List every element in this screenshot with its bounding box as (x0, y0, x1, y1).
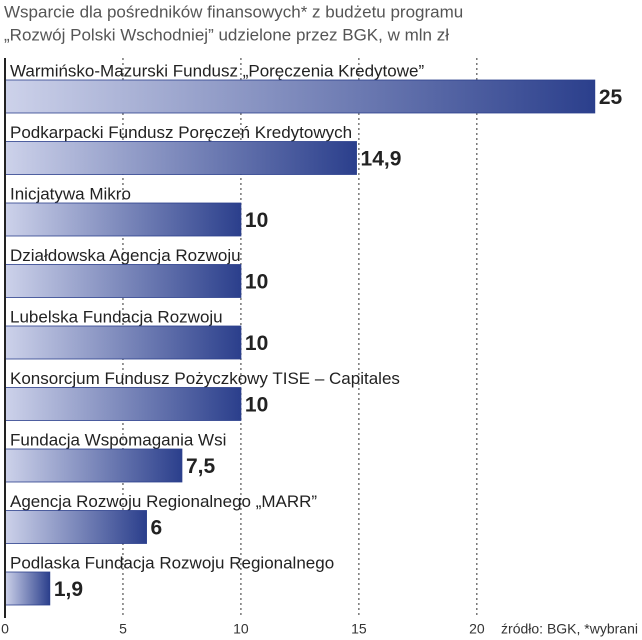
value-label: 1,9 (54, 578, 83, 601)
category-label: Podlaska Fundacja Rozwoju Regionalnego (10, 553, 334, 572)
chart-title: „Rozwój Polski Wschodniej” udzielone prz… (4, 25, 449, 44)
bar (4, 448, 183, 483)
value-label: 10 (245, 332, 268, 355)
bar (4, 79, 596, 114)
value-label: 10 (245, 394, 268, 417)
chart-title: Wsparcie dla pośredników finansowych* z … (4, 2, 463, 21)
category-label: Działdowska Agencja Rozwoju (10, 246, 241, 265)
bar (4, 325, 242, 360)
category-label: Warmińsko-Mazurski Fundusz „Poręczenia K… (10, 61, 424, 80)
x-tick-label: 5 (119, 621, 127, 637)
bar (4, 387, 242, 421)
x-tick-label: 20 (469, 621, 485, 637)
category-label: Podkarpacki Fundusz Poręczeń Kredytowych (10, 123, 352, 142)
source-note: źródło: BGK, *wybrani (501, 621, 638, 637)
category-label: Konsorcjum Fundusz Pożyczkowy TISE – Cap… (10, 369, 400, 388)
bar (4, 264, 242, 298)
category-label: Agencja Rozwoju Regionalnego „MARR” (10, 492, 317, 511)
category-label: Fundacja Wspomagania Wsi (10, 430, 226, 449)
value-label: 10 (245, 209, 268, 232)
value-label: 6 (151, 517, 163, 540)
category-label: Lubelska Fundacja Rozwoju (10, 307, 223, 326)
bar (4, 141, 357, 175)
bar (4, 202, 242, 237)
category-label: Inicjatywa Mikro (10, 184, 131, 203)
value-label: 25 (599, 86, 623, 109)
value-label: 14,9 (361, 148, 402, 171)
bar (4, 510, 147, 544)
x-tick-label: 10 (233, 621, 249, 637)
x-tick-label: 15 (351, 621, 367, 637)
value-label: 10 (245, 271, 268, 294)
bar (4, 571, 51, 606)
x-tick-label: 0 (1, 621, 9, 637)
value-label: 7,5 (186, 455, 216, 478)
